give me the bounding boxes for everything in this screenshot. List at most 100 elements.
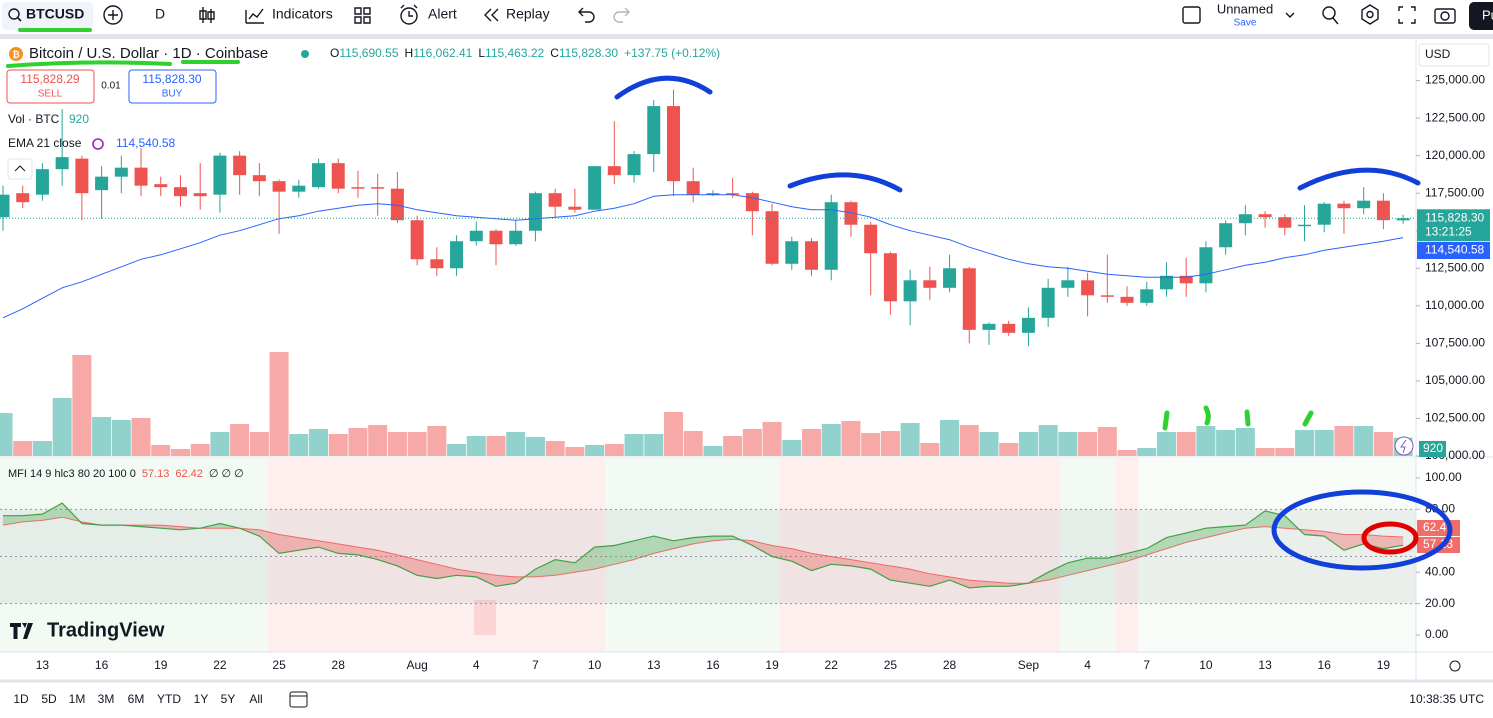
symbol[interactable]: BTCUSD (26, 6, 84, 22)
candle-body (1002, 323, 1016, 333)
undo-button[interactable] (578, 7, 595, 23)
mfi-fill (1107, 553, 1128, 566)
ohlc-legend: O115,690.55 H116,062.41 L115,463.22 C115,82… (330, 46, 720, 60)
publish-button[interactable] (1469, 2, 1493, 30)
mfi-fill (298, 537, 319, 551)
candle-body (686, 181, 700, 195)
range-button[interactable]: 1M (69, 692, 86, 706)
interval[interactable]: D (155, 6, 165, 22)
candle-body (134, 167, 148, 186)
mfi-ma-value: 62.42 (175, 468, 203, 480)
fullscreen-button[interactable] (1398, 6, 1416, 24)
x-tick-label: 28 (943, 658, 957, 672)
candle-body (450, 241, 464, 269)
volume-bar (72, 355, 92, 456)
mfi-fill (1245, 510, 1266, 529)
quick-search[interactable] (1322, 6, 1336, 20)
alert-button[interactable]: Alert (428, 6, 457, 22)
mfi-zone (605, 458, 780, 652)
layout-icon[interactable] (1182, 6, 1201, 24)
range-button[interactable]: YTD (157, 692, 181, 706)
volume-bar (92, 417, 112, 456)
top-toolbar: BTCUSD D Indicators Alert Replay Unnamed… (0, 0, 1493, 34)
volume-bar (1255, 448, 1275, 456)
volume-bar (506, 432, 526, 456)
volume-bar (407, 432, 427, 456)
mfi-zone (268, 458, 605, 652)
candle-body (528, 193, 542, 231)
chart-type-button[interactable] (199, 7, 215, 23)
candle-body (509, 230, 523, 245)
candle-body (903, 280, 917, 302)
mfi-tick-label: 100.00 (1425, 470, 1462, 484)
publish-label: Pu (1482, 7, 1493, 22)
mfi-zone (474, 600, 496, 635)
volume-bar (1216, 430, 1236, 456)
y-tick-label: 107,500.00 (1425, 336, 1485, 350)
mfi-fill (555, 559, 575, 576)
tradingview-logo: TradingView (47, 619, 165, 641)
candle-body (962, 268, 976, 330)
volume-bar (585, 445, 605, 456)
redo-button[interactable] (613, 7, 630, 23)
range-button[interactable]: 5D (41, 692, 57, 706)
snapshot-icon (1440, 11, 1450, 21)
range-button[interactable]: 5Y (221, 692, 236, 706)
candle-body (588, 166, 602, 210)
x-tick-label: 16 (1318, 658, 1332, 672)
mfi-fill (42, 503, 63, 521)
candle-body (1199, 247, 1213, 284)
range-button[interactable]: 1D (13, 692, 29, 706)
ema-price-label: 114,540.58 (1425, 243, 1484, 257)
volume-bar (1018, 432, 1038, 456)
layout-menu[interactable] (1285, 12, 1295, 18)
mfi-fill (614, 540, 635, 565)
axis-settings[interactable] (1449, 660, 1461, 672)
date-range-button[interactable] (289, 691, 308, 708)
snapshot-button[interactable] (1434, 8, 1456, 24)
annotation-arc (614, 75, 713, 100)
indicators-button[interactable]: Indicators (272, 6, 333, 22)
candle-body (627, 154, 641, 176)
mfi-fill (397, 554, 418, 576)
volume-bar (644, 434, 664, 456)
y-tick-label: 102,500.00 (1425, 411, 1485, 425)
candle-body (331, 163, 345, 189)
templates-button[interactable] (354, 7, 371, 24)
sell-button[interactable] (6, 69, 95, 104)
candle-body (607, 166, 621, 176)
candle-body (351, 187, 365, 189)
volume-bar (1373, 432, 1393, 456)
candle-body (213, 155, 227, 195)
candle-body (864, 224, 878, 254)
candle-body (1317, 203, 1331, 225)
layout-name[interactable]: Unnamed (1217, 1, 1273, 16)
candle-body (95, 176, 109, 191)
volume-bar (269, 352, 289, 456)
x-tick-label: 13 (647, 658, 661, 672)
replay-button[interactable]: Replay (506, 6, 550, 22)
candle-body (1120, 296, 1134, 303)
buy-button[interactable] (128, 69, 217, 104)
save-label[interactable]: Save (1234, 18, 1257, 29)
volume-bar (249, 432, 269, 456)
candle-body (1021, 317, 1035, 333)
settings-button[interactable] (1361, 4, 1379, 25)
range-button[interactable]: 3M (98, 692, 115, 706)
symbol-search[interactable] (2, 2, 93, 30)
mfi-fill (929, 573, 950, 587)
mfi-fill (279, 534, 299, 554)
volume-bar (1196, 426, 1216, 456)
range-button[interactable]: All (249, 692, 262, 706)
alert-lightning[interactable] (1394, 436, 1414, 456)
candle-body (824, 202, 838, 270)
collapse-legend[interactable] (7, 158, 33, 180)
currency-button[interactable] (1418, 43, 1490, 67)
compare-button[interactable] (103, 5, 123, 25)
range-button[interactable]: 1Y (194, 692, 209, 706)
ohlc-key: L (478, 46, 485, 60)
x-tick-label: 13 (1258, 658, 1272, 672)
axes: 125,000.00 122,500.00 120,000.00 117,500.00… (36, 43, 1490, 672)
range-button[interactable]: 6M (128, 692, 145, 706)
mfi-name: MFI 14 9 hlc3 80 20 100 0 (8, 468, 136, 480)
